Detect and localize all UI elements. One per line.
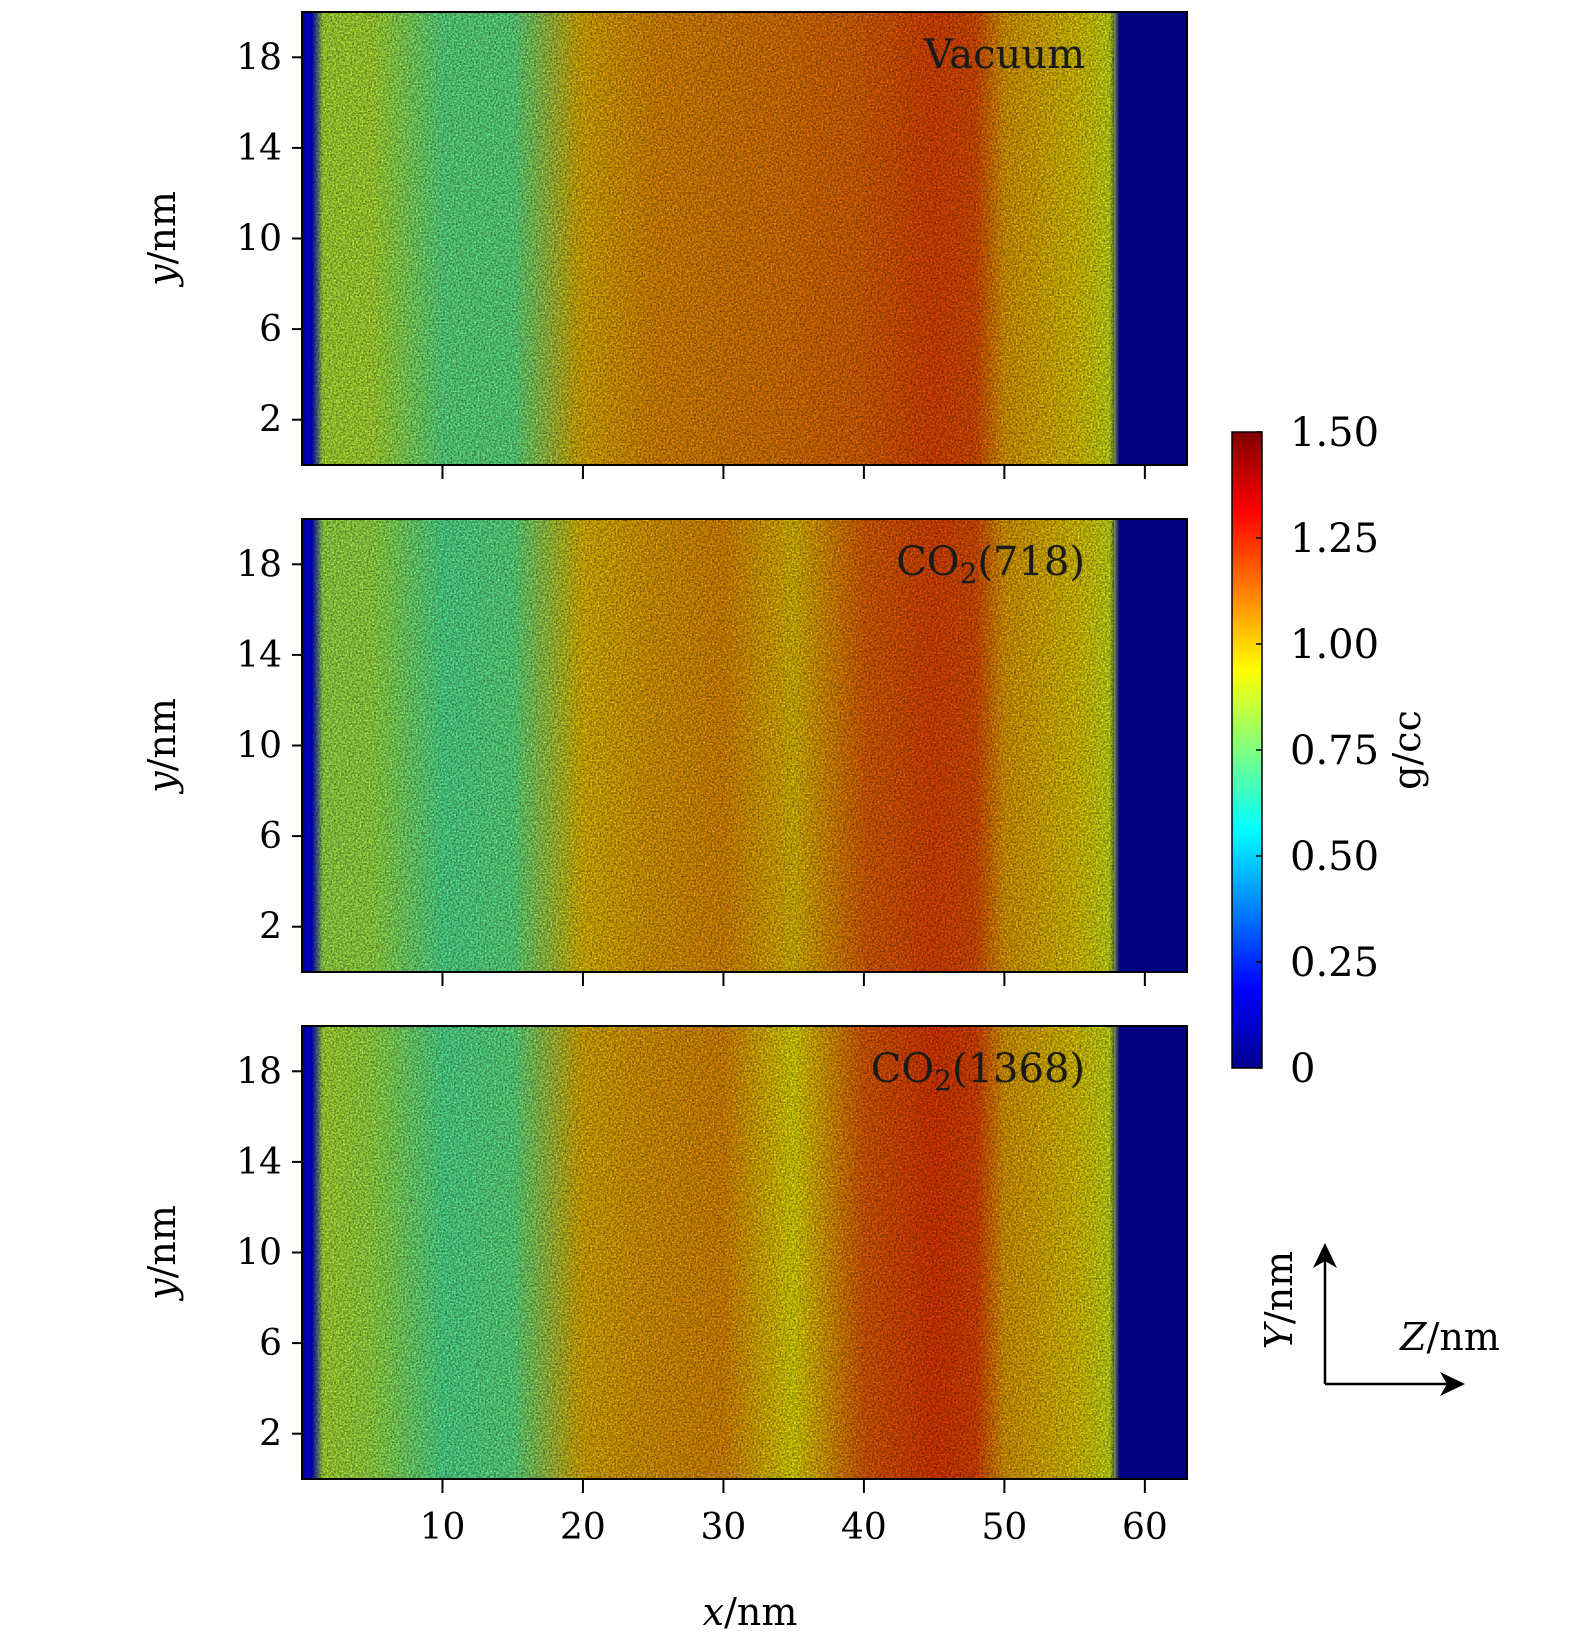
y-tick-label: 10 <box>236 219 282 260</box>
heatmap-panel: 2 6 10 14 18 y/nm Vacuum <box>140 11 1188 479</box>
heatmap-noise <box>310 1026 1114 1479</box>
y-tick-label: 18 <box>236 1051 282 1092</box>
colorbar-tick-label: 0.75 <box>1290 728 1379 774</box>
y-tick-label: 14 <box>236 128 282 169</box>
x-tick-label: 50 <box>981 1507 1027 1548</box>
y-glyph-label: Y/nm <box>1257 1251 1301 1349</box>
panel-label: CO2(1368) <box>871 1046 1085 1097</box>
colorbar-tick-label: 0.50 <box>1290 834 1379 880</box>
x-tick-label: 60 <box>1122 1507 1168 1548</box>
y-tick-label: 18 <box>236 544 282 585</box>
y-arrow-head <box>1313 1243 1337 1268</box>
y-tick-label: 10 <box>236 1233 282 1274</box>
panel-label: CO2(718) <box>896 539 1085 590</box>
y-tick-label: 2 <box>259 400 282 441</box>
y-tick-label: 2 <box>259 1414 282 1455</box>
x-tick-label: 30 <box>701 1507 747 1548</box>
colorbar-title: g/cc <box>1385 710 1429 790</box>
z-arrow-head <box>1440 1372 1465 1396</box>
x-tick-label: 20 <box>560 1507 606 1548</box>
y-axis-title: y/nm <box>140 191 184 288</box>
heatmap-panel: 2 6 10 14 18 10 20 30 40 50 60 y/nm CO2(1368) <box>140 1025 1188 1548</box>
y-tick-label: 14 <box>236 635 282 676</box>
y-tick-label: 6 <box>259 1323 282 1364</box>
colorbar-tick-label: 0 <box>1290 1046 1315 1092</box>
colorbar-tick-label: 1.25 <box>1290 516 1379 562</box>
y-tick-label: 6 <box>259 309 282 350</box>
y-tick-label: 6 <box>259 816 282 857</box>
y-tick-label: 2 <box>259 907 282 948</box>
y-axis-title: y/nm <box>140 698 184 795</box>
z-glyph-label: Z/nm <box>1399 1315 1500 1359</box>
heatmap-noise <box>310 519 1114 972</box>
y-axis-title: y/nm <box>140 1205 184 1302</box>
x-axis-title: x/nm <box>703 1590 798 1634</box>
panel-label: Vacuum <box>923 32 1085 78</box>
y-tick-label: 14 <box>236 1142 282 1183</box>
heatmap-noise <box>310 12 1114 465</box>
x-tick-label: 40 <box>841 1507 887 1548</box>
colorbar-tick-label: 1.00 <box>1290 622 1379 668</box>
y-tick-label: 18 <box>236 37 282 78</box>
colorbar: 0 0.25 0.50 0.75 1.00 1.25 1.50 g/cc <box>1231 410 1429 1092</box>
axes-orientation-glyph: Y/nm Z/nm <box>1257 1243 1500 1396</box>
y-tick-label: 10 <box>236 726 282 767</box>
x-tick-label: 10 <box>420 1507 466 1548</box>
colorbar-tick-label: 1.50 <box>1290 410 1379 456</box>
colorbar-tick-label: 0.25 <box>1290 940 1379 986</box>
heatmap-panel: 2 6 10 14 18 y/nm CO2(718) <box>140 518 1188 986</box>
